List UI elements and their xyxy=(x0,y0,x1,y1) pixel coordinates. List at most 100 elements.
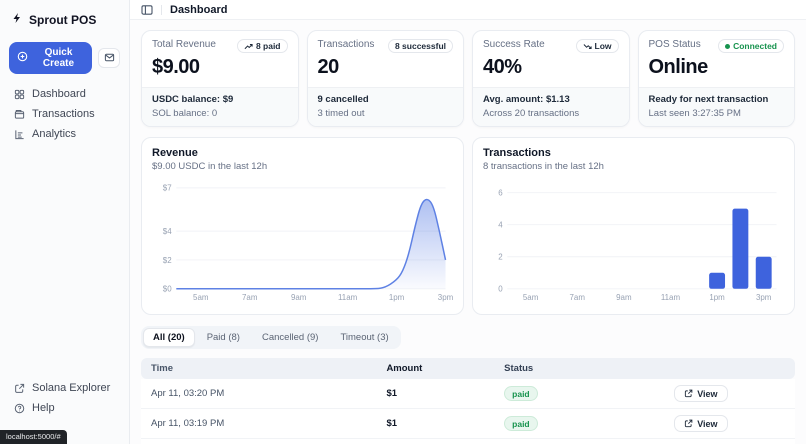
stat-foot-primary: USDC balance: $9 xyxy=(152,94,234,105)
stat-label: Total Revenue xyxy=(152,39,216,50)
table-row: Apr 11, 03:20 PM $1 paid View xyxy=(141,379,795,409)
stat-value: 40% xyxy=(483,56,522,78)
svg-text:6: 6 xyxy=(498,188,503,197)
brand: Sprout POS xyxy=(9,10,120,27)
column-header-action xyxy=(664,358,795,379)
sidebar-toggle-icon[interactable] xyxy=(141,4,153,16)
svg-text:9am: 9am xyxy=(616,293,632,302)
status-dot-icon xyxy=(725,43,731,49)
tab-paid[interactable]: Paid (8) xyxy=(206,332,240,343)
tab-timeout[interactable]: Timeout (3) xyxy=(340,332,389,343)
stat-badge-label: Low xyxy=(594,41,612,51)
stat-foot-secondary: Across 20 transactions xyxy=(483,108,580,119)
svg-text:11am: 11am xyxy=(661,293,681,302)
help-circle-icon xyxy=(14,403,25,414)
stat-foot-secondary: Last seen 3:27:35 PM xyxy=(648,108,741,119)
stat-badge-label: 8 successful xyxy=(394,41,446,51)
svg-text:5am: 5am xyxy=(523,293,539,302)
stat-badge-label: Connected xyxy=(733,41,777,51)
stat-card-transactions: Transactions 8 successful 20 9 cancelled… xyxy=(306,30,464,127)
table-row: Apr 11, 03:17 PM $1 cancelled — xyxy=(141,438,795,444)
svg-text:5am: 5am xyxy=(193,293,209,302)
stat-foot-secondary: SOL balance: 0 xyxy=(152,108,218,119)
column-header-time: Time xyxy=(141,358,377,379)
svg-text:$4: $4 xyxy=(163,227,172,236)
svg-text:0: 0 xyxy=(498,285,503,294)
browser-status-tooltip: localhost:5000/# xyxy=(0,430,67,444)
topbar: Dashboard xyxy=(130,0,806,20)
sidebar-item-solana-explorer[interactable]: Solana Explorer xyxy=(9,378,120,398)
tab-all[interactable]: All (20) xyxy=(143,328,195,347)
stat-badge-label: 8 paid xyxy=(255,41,281,51)
chart-subtitle: 8 transactions in the last 12h xyxy=(483,161,604,172)
svg-text:3pm: 3pm xyxy=(756,293,772,302)
sidebar-item-transactions[interactable]: Transactions xyxy=(9,104,120,124)
main-panel: Dashboard Total Revenue 8 paid xyxy=(130,0,806,444)
bar-chart-icon xyxy=(14,129,25,140)
external-link-icon xyxy=(14,383,25,394)
table-header-row: Time Amount Status xyxy=(141,358,795,379)
stat-cards: Total Revenue 8 paid $9.00 USDC balance:… xyxy=(141,30,795,127)
sidebar-item-analytics[interactable]: Analytics xyxy=(9,124,120,144)
column-header-status: Status xyxy=(494,358,665,379)
svg-text:$2: $2 xyxy=(163,256,172,265)
grid-icon xyxy=(14,89,25,100)
trend-down-icon xyxy=(583,42,592,51)
sidebar-item-dashboard[interactable]: Dashboard xyxy=(9,84,120,104)
sidebar-item-label: Help xyxy=(32,402,55,414)
stat-foot-primary: Avg. amount: $1.13 xyxy=(483,94,570,105)
chart-title: Revenue xyxy=(152,147,198,159)
transactions-chart-card: Transactions 8 transactions in the last … xyxy=(472,137,795,315)
stat-label: POS Status xyxy=(648,39,701,50)
sidebar-item-label: Analytics xyxy=(32,128,77,140)
svg-text:7am: 7am xyxy=(570,293,586,302)
plus-circle-icon xyxy=(17,51,28,65)
charts-row: Revenue $9.00 USDC in the last 12h $7 $4 $… xyxy=(141,137,795,315)
zap-icon xyxy=(11,12,23,27)
stat-label: Success Rate xyxy=(483,39,545,50)
svg-text:2: 2 xyxy=(498,253,503,262)
sidebar: Sprout POS Quick Create Dashboard xyxy=(0,0,130,444)
view-button[interactable]: View xyxy=(674,385,728,402)
svg-text:1pm: 1pm xyxy=(389,293,405,302)
svg-text:$7: $7 xyxy=(163,184,172,193)
cell-amount: $1 xyxy=(376,408,495,439)
view-button-label: View xyxy=(697,388,718,399)
svg-text:$0: $0 xyxy=(163,285,172,294)
brand-label: Sprout POS xyxy=(29,12,97,27)
sidebar-item-label: Solana Explorer xyxy=(32,382,111,394)
wallet-icon xyxy=(14,109,25,120)
stat-badge: Low xyxy=(575,39,619,53)
stat-card-success-rate: Success Rate Low 40% Avg. amount: $1.13 xyxy=(472,30,630,127)
topbar-divider xyxy=(161,4,162,15)
stat-foot-primary: Ready for next transaction xyxy=(648,94,769,105)
sidebar-item-label: Dashboard xyxy=(32,88,86,100)
dashboard-content: Total Revenue 8 paid $9.00 USDC balance:… xyxy=(130,20,806,444)
transactions-bar-chart: 6 4 2 0 5am 7am 9am 11am 1pm 3pm xyxy=(498,188,777,302)
external-link-icon xyxy=(684,419,693,428)
svg-text:11am: 11am xyxy=(338,293,358,302)
stat-card-total-revenue: Total Revenue 8 paid $9.00 USDC balance:… xyxy=(141,30,299,127)
quick-create-button[interactable]: Quick Create xyxy=(9,42,92,74)
mail-icon xyxy=(104,51,115,66)
mail-button[interactable] xyxy=(98,48,120,68)
sidebar-item-help[interactable]: Help xyxy=(9,398,120,418)
cell-time: Apr 11, 03:17 PM xyxy=(141,438,377,444)
stat-value: $9.00 xyxy=(152,56,200,78)
stat-value: Online xyxy=(648,56,709,78)
stat-foot-primary: 9 cancelled xyxy=(317,94,369,105)
cell-time: Apr 11, 03:19 PM xyxy=(141,408,377,439)
external-link-icon xyxy=(684,389,693,398)
tab-cancelled[interactable]: Cancelled (9) xyxy=(261,332,319,343)
transactions-filter-tabs: All (20) Paid (8) Cancelled (9) Timeout … xyxy=(141,326,401,349)
stat-badge-connected: Connected xyxy=(718,39,784,53)
revenue-area-chart: $7 $4 $2 $0 5am 7am 9am 11am 1pm 3pm xyxy=(163,184,453,302)
stat-value: 20 xyxy=(317,56,340,78)
view-button[interactable]: View xyxy=(674,415,728,432)
svg-text:7am: 7am xyxy=(242,293,258,302)
stat-foot-secondary: 3 timed out xyxy=(317,108,365,119)
sidebar-item-label: Transactions xyxy=(32,108,95,120)
transactions-table: Time Amount Status Apr 11, 03:20 PM $1 p… xyxy=(141,358,795,444)
stat-badge: 8 successful xyxy=(387,39,453,53)
